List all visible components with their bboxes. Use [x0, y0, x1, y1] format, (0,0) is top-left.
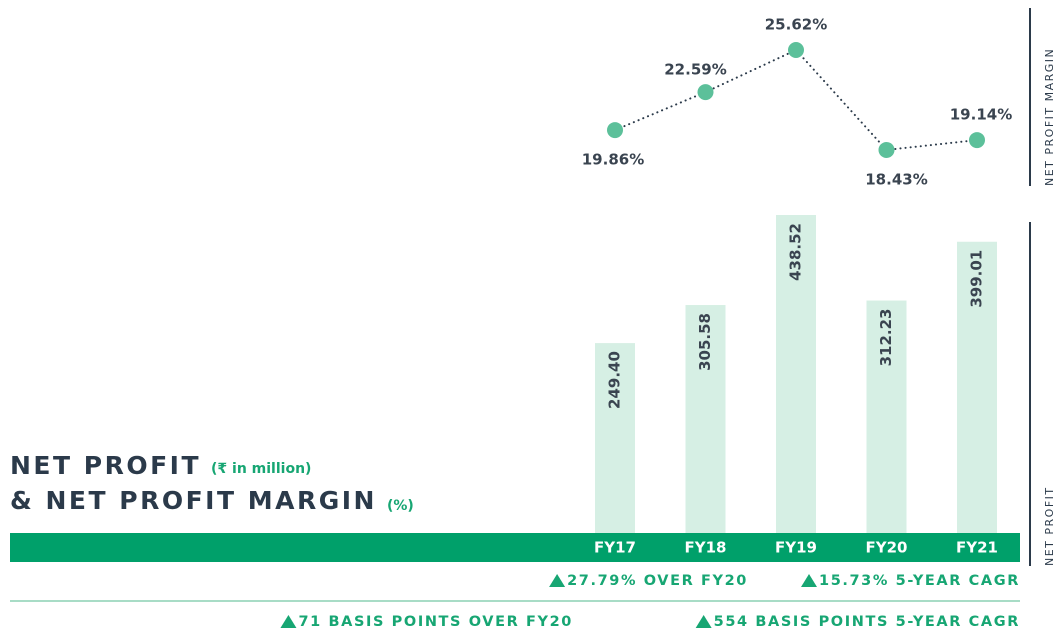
bar: [866, 300, 907, 533]
x-tick-label: FY19: [775, 539, 817, 557]
highlight: 15.73% 5-YEAR CAGR: [819, 573, 1020, 589]
title-unit: (%): [387, 498, 414, 514]
bar: [595, 343, 635, 533]
point: [788, 42, 804, 58]
x-tick-label: FY18: [685, 539, 727, 557]
highlight: 27.79% OVER FY20: [567, 573, 748, 589]
triangle-icon: [695, 615, 712, 628]
data-label: 438.52: [787, 223, 805, 281]
title-text: & NET PROFIT MARGIN: [10, 486, 377, 515]
point: [697, 84, 714, 101]
bar: [776, 215, 816, 533]
point: [969, 132, 985, 149]
triangle-icon: [280, 615, 297, 628]
title-line: NET PROFIT (₹ in million): [10, 451, 311, 480]
data-label: 22.59%: [664, 61, 726, 79]
triangle-icon: [801, 574, 817, 587]
data-label: 305.58: [696, 313, 714, 371]
title-line: & NET PROFIT MARGIN (%): [10, 486, 414, 515]
bar: [685, 305, 726, 533]
x-tick-label: FY20: [866, 539, 908, 557]
highlight: 71 BASIS POINTS OVER FY20: [298, 614, 573, 630]
x-tick-label: FY21: [956, 539, 998, 557]
data-label: 312.23: [877, 309, 895, 367]
triangle-icon: [549, 574, 566, 587]
data-label: 19.86%: [582, 151, 644, 169]
data-label: 19.14%: [950, 106, 1012, 124]
data-label: 399.01: [968, 250, 986, 308]
highlight: 554 BASIS POINTS 5-YEAR CAGR: [714, 614, 1020, 630]
data-label: 18.43%: [865, 170, 927, 188]
data-label: 25.62%: [765, 16, 827, 34]
bar: [957, 241, 997, 533]
axis-label: NET PROFIT: [1043, 486, 1056, 566]
title-text: NET PROFIT: [10, 451, 201, 480]
category-band: [10, 533, 1020, 562]
x-tick-label: FY17: [594, 539, 636, 557]
axis-label: NET PROFIT MARGIN: [1043, 48, 1056, 186]
point: [607, 122, 623, 139]
point: [878, 141, 895, 158]
data-label: 249.40: [606, 351, 624, 409]
title-unit: (₹ in million): [211, 461, 311, 477]
